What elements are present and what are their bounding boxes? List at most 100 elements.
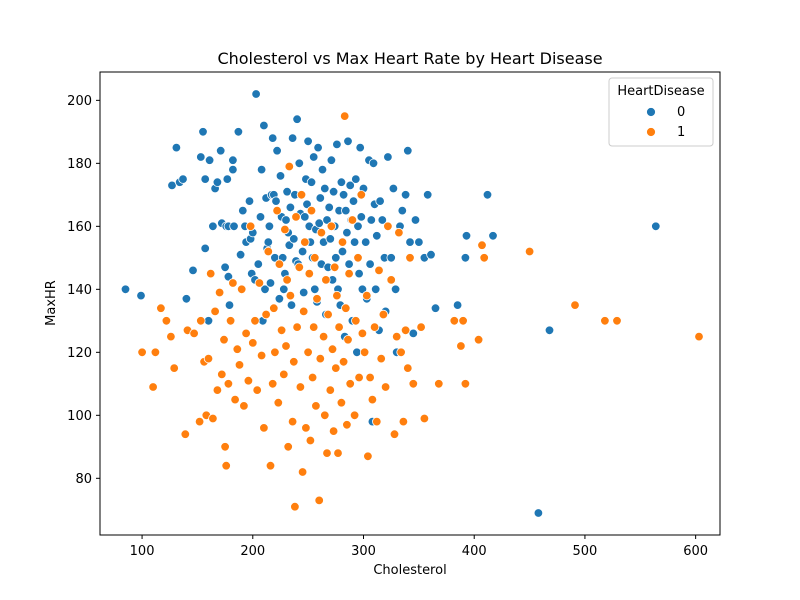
- point-series-1-69: [301, 423, 311, 433]
- point-series-0-39: [253, 259, 263, 269]
- point-series-0-120: [345, 180, 355, 191]
- point-series-0-127: [353, 221, 363, 232]
- legend-label-0: 0: [677, 105, 685, 120]
- point-series-1-95: [334, 322, 344, 332]
- point-series-1-84: [321, 275, 331, 285]
- point-series-0-107: [331, 253, 341, 263]
- point-series-1-32: [241, 328, 251, 339]
- y-axis: 80 100 120 140 160 180 200: [67, 94, 100, 487]
- point-series-1-38: [254, 278, 265, 288]
- y-tick-label: 180: [67, 157, 92, 172]
- point-series-1-31: [239, 401, 249, 411]
- x-tick-label: 300: [351, 544, 376, 559]
- legend-title: HeartDisease: [617, 84, 704, 99]
- point-series-1-5: [166, 331, 176, 342]
- point-series-1-91: [330, 262, 340, 273]
- point-series-0-129: [355, 142, 365, 153]
- point-series-0-101: [324, 202, 334, 213]
- point-series-0-162: [423, 190, 433, 200]
- point-series-0-157: [405, 237, 415, 247]
- point-series-0-67: [286, 300, 297, 310]
- point-series-1-139: [458, 316, 468, 326]
- point-series-0-130: [356, 212, 367, 222]
- legend-marker-0: [646, 107, 656, 117]
- point-series-1-109: [354, 372, 364, 383]
- point-series-1-50: [276, 325, 287, 336]
- point-series-1-45: [269, 303, 279, 313]
- point-series-0-10: [200, 243, 210, 254]
- point-series-1-40: [259, 423, 269, 433]
- point-series-0-24: [224, 300, 235, 310]
- point-series-0-116: [341, 205, 351, 216]
- point-series-1-65: [296, 190, 307, 200]
- x-tick-label: 600: [683, 544, 708, 559]
- point-series-0-27: [229, 221, 239, 232]
- point-series-1-115: [365, 372, 375, 383]
- point-series-0-51: [268, 133, 278, 143]
- point-series-1-130: [400, 325, 411, 336]
- point-series-1-126: [392, 331, 402, 342]
- point-series-0-91: [313, 142, 323, 153]
- point-series-0-105: [328, 186, 339, 197]
- point-series-1-23: [221, 461, 231, 471]
- point-series-1-137: [449, 316, 460, 326]
- point-series-0-108: [332, 139, 342, 150]
- point-series-0-56: [274, 294, 285, 304]
- point-series-1-7: [180, 429, 191, 439]
- point-series-1-145: [570, 300, 580, 310]
- point-series-1-99: [340, 111, 350, 121]
- point-series-0-131: [357, 284, 368, 295]
- point-series-0-93: [315, 193, 326, 203]
- point-series-1-92: [331, 363, 341, 373]
- point-series-0-26: [228, 164, 238, 175]
- point-series-1-47: [272, 205, 282, 216]
- point-series-0-30: [238, 205, 248, 216]
- point-series-0-159: [410, 215, 421, 225]
- point-series-0-118: [343, 136, 353, 147]
- x-tick-label: 500: [573, 544, 598, 559]
- point-series-1-53: [281, 341, 291, 351]
- point-series-0-0: [120, 284, 131, 295]
- point-series-0-92: [314, 218, 324, 228]
- point-series-1-87: [325, 385, 336, 395]
- point-series-0-125: [351, 174, 361, 184]
- point-series-1-113: [362, 290, 372, 301]
- point-series-1-118: [372, 416, 382, 427]
- point-series-1-128: [396, 347, 406, 358]
- point-series-0-163: [426, 249, 436, 260]
- point-series-0-155: [400, 190, 411, 200]
- point-series-1-86: [323, 309, 333, 320]
- point-series-1-146: [600, 316, 610, 326]
- point-series-0-124: [349, 237, 360, 247]
- point-series-0-168: [482, 190, 493, 200]
- point-series-1-90: [328, 426, 339, 436]
- point-series-1-79: [314, 495, 324, 506]
- legend: HeartDisease 0 1: [608, 77, 714, 147]
- point-series-1-9: [189, 328, 199, 339]
- point-series-1-41: [261, 309, 271, 320]
- point-series-0-65: [284, 240, 295, 250]
- point-series-1-117: [369, 322, 380, 332]
- point-series-1-52: [280, 224, 290, 235]
- point-series-1-20: [217, 369, 227, 380]
- point-series-0-137: [366, 215, 377, 225]
- point-series-1-25: [225, 316, 236, 326]
- point-series-1-3: [156, 303, 166, 313]
- point-series-1-26: [228, 278, 238, 288]
- legend-marker-1: [646, 127, 656, 137]
- point-series-1-35: [248, 338, 258, 348]
- point-series-1-107: [351, 316, 361, 326]
- point-series-1-147: [612, 316, 622, 326]
- point-series-0-139: [368, 158, 379, 169]
- y-tick-label: 100: [67, 409, 92, 424]
- point-series-0-29: [235, 249, 246, 260]
- point-series-0-145: [377, 215, 388, 225]
- point-series-1-10: [194, 416, 205, 427]
- points-layer: [120, 89, 704, 518]
- point-series-1-29: [234, 360, 245, 370]
- point-series-1-103: [344, 268, 354, 279]
- y-axis-label: MaxHR: [44, 280, 59, 326]
- point-series-1-72: [305, 435, 316, 446]
- point-series-1-133: [408, 379, 419, 389]
- point-series-0-19: [220, 262, 230, 273]
